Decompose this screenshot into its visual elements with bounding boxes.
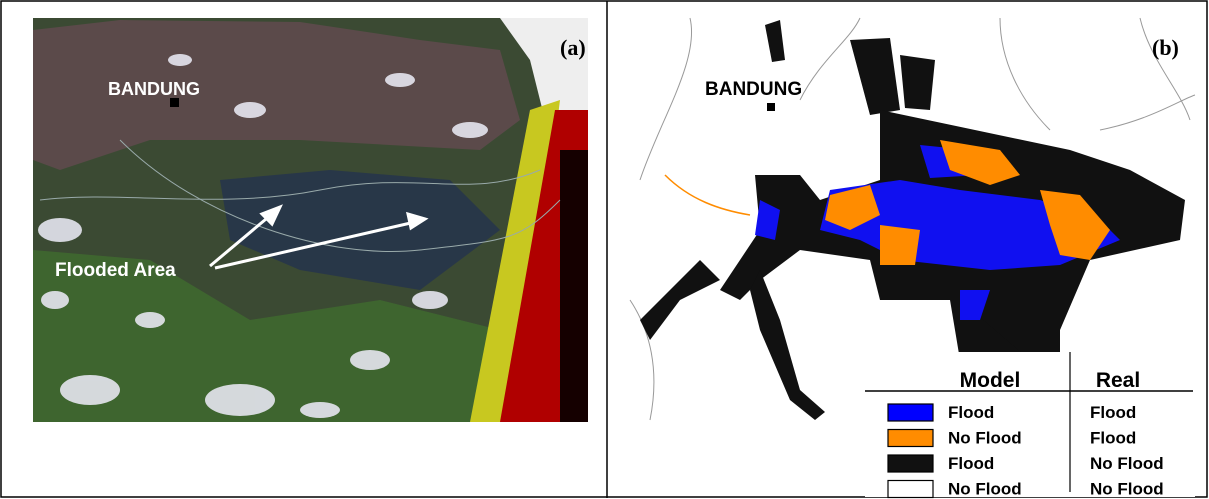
city-marker [170,98,179,107]
legend-model: No Flood [948,480,1022,499]
panel-label: (a) [560,35,586,60]
legend-real: No Flood [1090,480,1164,499]
legend: Model Real Flood Flood No Flood Flood Flood No … [865,352,1195,499]
legend-model: No Flood [948,429,1022,448]
legend-header: Model [960,369,1021,392]
legend-swatch [888,455,933,472]
city-label: BANDUNG [108,79,200,99]
panel-label: (b) [1152,35,1179,60]
legend-real: No Flood [1090,454,1164,473]
city-label: BANDUNG [705,79,802,100]
legend-swatch [888,430,933,447]
legend-real: Flood [1090,403,1136,422]
annotation: Flooded Area [55,260,176,281]
legend-model: Flood [948,403,994,422]
legend-header: Real [1096,369,1140,392]
city-marker [767,103,775,111]
legend-real: Flood [1090,429,1136,448]
figure: BANDUNG (a) Flooded Area [0,0,1209,499]
legend-model: Flood [948,454,994,473]
legend-swatch [888,404,933,421]
legend-swatch [888,481,933,498]
